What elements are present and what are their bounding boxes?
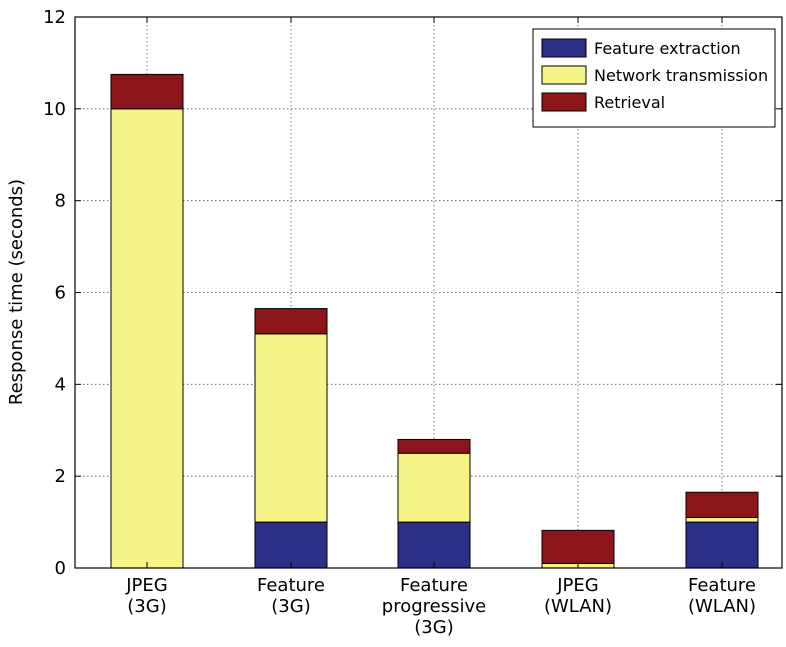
bar-segment-network-transmission: [254, 333, 328, 523]
legend-label: Network transmission: [594, 66, 768, 85]
legend-swatch: [541, 92, 587, 112]
y-tick-label: 0: [55, 558, 66, 579]
bar-segment-retrieval: [254, 308, 328, 335]
x-category-label: Feature: [688, 575, 756, 596]
bars-layer: [110, 73, 759, 569]
bar-segment-network-transmission: [397, 452, 471, 523]
ticks-layer: [75, 16, 782, 569]
legend-label: Feature extraction: [594, 39, 741, 58]
legend-label: Retrieval: [594, 93, 665, 112]
bar-segment-retrieval: [685, 491, 759, 518]
x-category-label: (3G): [414, 617, 453, 638]
bar-segment-feature-extraction: [685, 521, 759, 569]
y-axis-label: Response time (seconds): [6, 179, 27, 405]
y-tick-label: 12: [43, 7, 66, 28]
x-category-label: Feature: [400, 575, 468, 596]
labels-layer: 024681012JPEG(3G)Feature(3G)Featureprogr…: [43, 7, 756, 638]
x-category-label: JPEG: [556, 575, 598, 596]
legend-swatch: [541, 65, 587, 85]
y-tick-label: 8: [55, 191, 66, 212]
bar-segment-network-transmission: [110, 108, 184, 569]
bar-segment-retrieval: [541, 529, 615, 564]
x-category-label: (3G): [127, 596, 166, 617]
bar-segment-feature-extraction: [397, 521, 471, 569]
bar-segment-retrieval: [397, 438, 471, 454]
y-tick-label: 10: [43, 99, 66, 120]
y-tick-label: 6: [55, 283, 66, 304]
x-category-label: JPEG: [125, 575, 167, 596]
x-category-label: (WLAN): [544, 596, 612, 617]
y-tick-label: 2: [55, 466, 66, 487]
bar-segment-feature-extraction: [254, 521, 328, 569]
x-category-label: (3G): [271, 596, 310, 617]
legend-swatch: [541, 38, 587, 58]
legend: Feature extraction Network transmission Re…: [532, 28, 776, 128]
x-category-label: Feature: [257, 575, 325, 596]
x-category-label: progressive: [382, 596, 486, 617]
bar-segment-network-transmission: [685, 516, 759, 523]
bar-segment-retrieval: [110, 73, 184, 110]
x-category-label: (WLAN): [688, 596, 756, 617]
y-tick-label: 4: [55, 374, 66, 395]
